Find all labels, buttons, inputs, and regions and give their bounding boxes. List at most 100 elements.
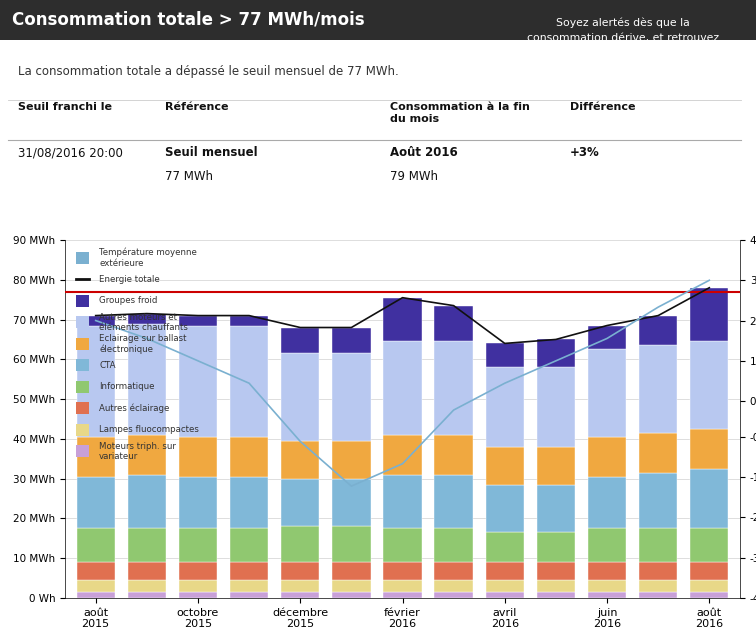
Text: 31/08/2016 20:00: 31/08/2016 20:00 bbox=[18, 146, 123, 159]
Bar bbox=[485, 532, 524, 562]
Bar bbox=[537, 592, 575, 598]
Bar bbox=[128, 314, 166, 324]
Bar bbox=[281, 592, 319, 598]
Bar bbox=[690, 592, 729, 598]
Text: Soyez alertés dès que la
consommation dérive, et retrouvez
vos éléments clés en : Soyez alertés dès que la consommation dé… bbox=[522, 18, 723, 59]
Text: Autres moteurs et
éléments chauffants: Autres moteurs et éléments chauffants bbox=[99, 312, 188, 332]
Bar bbox=[588, 326, 626, 349]
Text: Eclairage sur ballast
électronique: Eclairage sur ballast électronique bbox=[99, 334, 187, 354]
Bar bbox=[76, 326, 115, 437]
Bar bbox=[128, 475, 166, 528]
Bar bbox=[178, 326, 217, 437]
Text: Autres éclairage: Autres éclairage bbox=[99, 403, 169, 413]
Bar bbox=[435, 435, 472, 475]
Bar bbox=[639, 592, 677, 598]
Bar bbox=[128, 562, 166, 580]
Bar bbox=[485, 485, 524, 532]
Bar bbox=[485, 592, 524, 598]
Bar bbox=[435, 305, 472, 342]
Text: Référence: Référence bbox=[165, 102, 228, 112]
Bar bbox=[128, 528, 166, 562]
Bar bbox=[76, 528, 115, 562]
Bar bbox=[639, 472, 677, 528]
Bar bbox=[76, 338, 89, 350]
Bar bbox=[332, 479, 370, 526]
Bar bbox=[230, 437, 268, 477]
Text: Seuil franchi le: Seuil franchi le bbox=[18, 102, 112, 112]
Bar bbox=[76, 403, 89, 414]
Bar bbox=[383, 475, 422, 528]
Bar bbox=[383, 298, 422, 342]
Text: 79 MWh: 79 MWh bbox=[390, 170, 438, 183]
Text: CTA: CTA bbox=[99, 361, 116, 370]
Bar bbox=[178, 562, 217, 580]
Bar bbox=[690, 580, 729, 592]
Bar bbox=[690, 528, 729, 562]
Bar bbox=[690, 429, 729, 469]
Bar bbox=[230, 580, 268, 592]
Bar bbox=[435, 475, 472, 528]
Bar bbox=[588, 562, 626, 580]
Bar bbox=[281, 353, 319, 441]
Bar bbox=[588, 528, 626, 562]
Bar bbox=[178, 528, 217, 562]
Bar bbox=[537, 367, 575, 447]
Bar bbox=[332, 562, 370, 580]
Bar bbox=[537, 580, 575, 592]
Bar bbox=[690, 342, 729, 429]
Bar bbox=[281, 441, 319, 479]
Bar bbox=[639, 433, 677, 472]
Bar bbox=[485, 344, 524, 367]
Bar bbox=[230, 592, 268, 598]
Bar bbox=[76, 477, 115, 528]
Bar bbox=[537, 447, 575, 485]
Bar bbox=[76, 445, 89, 457]
Bar bbox=[281, 328, 319, 353]
Text: Consommation à la fin
du mois: Consommation à la fin du mois bbox=[390, 102, 530, 124]
Text: Energie totale: Energie totale bbox=[99, 275, 160, 284]
Bar bbox=[230, 326, 268, 437]
Bar bbox=[639, 528, 677, 562]
Bar bbox=[178, 477, 217, 528]
Text: Seuil mensuel: Seuil mensuel bbox=[165, 146, 258, 159]
Bar bbox=[383, 580, 422, 592]
Bar bbox=[435, 562, 472, 580]
Text: Température moyenne
extérieure: Température moyenne extérieure bbox=[99, 248, 197, 268]
Bar bbox=[332, 580, 370, 592]
Bar bbox=[537, 532, 575, 562]
Bar bbox=[332, 328, 370, 353]
Bar bbox=[435, 342, 472, 435]
Bar bbox=[76, 437, 115, 477]
Bar bbox=[128, 592, 166, 598]
Text: 77 MWh: 77 MWh bbox=[165, 170, 213, 183]
Bar bbox=[588, 349, 626, 437]
Bar bbox=[485, 580, 524, 592]
Bar bbox=[383, 592, 422, 598]
Bar bbox=[281, 562, 319, 580]
Bar bbox=[435, 580, 472, 592]
Bar bbox=[76, 359, 89, 371]
Bar bbox=[76, 316, 115, 326]
Bar bbox=[178, 580, 217, 592]
Bar bbox=[178, 316, 217, 326]
Bar bbox=[435, 592, 472, 598]
Bar bbox=[230, 528, 268, 562]
Bar bbox=[281, 526, 319, 562]
Bar bbox=[639, 316, 677, 345]
Bar bbox=[690, 288, 729, 342]
Bar bbox=[76, 580, 115, 592]
Bar bbox=[76, 295, 89, 307]
Bar bbox=[230, 477, 268, 528]
Bar bbox=[588, 580, 626, 592]
Text: Août 2016: Août 2016 bbox=[390, 146, 457, 159]
Bar bbox=[332, 592, 370, 598]
Text: Moteurs triph. sur
variateur: Moteurs triph. sur variateur bbox=[99, 441, 176, 461]
Bar bbox=[281, 479, 319, 526]
Bar bbox=[639, 562, 677, 580]
Bar bbox=[383, 562, 422, 580]
Bar bbox=[230, 316, 268, 326]
Text: La consommation totale a dépassé le seuil mensuel de 77 MWh.: La consommation totale a dépassé le seui… bbox=[18, 65, 398, 78]
Bar bbox=[485, 447, 524, 485]
Bar bbox=[588, 437, 626, 477]
Bar bbox=[332, 441, 370, 479]
